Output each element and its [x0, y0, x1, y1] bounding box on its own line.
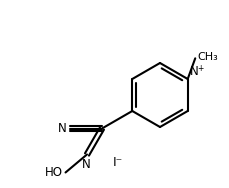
Text: +: +: [196, 64, 202, 73]
Text: N: N: [58, 122, 67, 135]
Text: HO: HO: [44, 166, 62, 179]
Text: N: N: [189, 65, 198, 78]
Text: I⁻: I⁻: [112, 155, 123, 168]
Text: N: N: [81, 158, 90, 171]
Text: CH₃: CH₃: [196, 52, 217, 62]
